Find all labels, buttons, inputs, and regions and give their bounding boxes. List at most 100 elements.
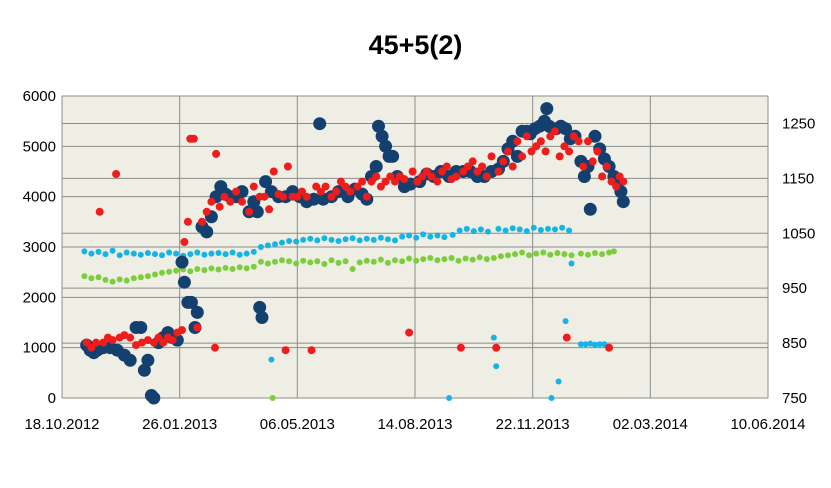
blue-point [194, 249, 201, 256]
y-left-tick-label: 0 [48, 390, 56, 407]
red-point [189, 134, 198, 143]
green-point [194, 266, 201, 272]
green-point [490, 255, 497, 261]
blue-point [582, 341, 589, 348]
red-point [99, 338, 108, 347]
blue-point [555, 378, 562, 385]
green-point [159, 269, 165, 276]
green-point [547, 251, 554, 258]
green-point [599, 251, 606, 258]
navy-point [137, 363, 151, 377]
red-point [541, 147, 550, 156]
green-point [152, 271, 158, 278]
blue-point [477, 226, 484, 233]
green-point [109, 278, 116, 285]
blue-point [384, 236, 391, 243]
navy-point [583, 202, 597, 216]
green-point [585, 251, 591, 258]
red-point [367, 177, 376, 186]
y-right-tick-label: 1250 [782, 115, 815, 132]
navy-point [184, 295, 198, 309]
red-point [376, 182, 385, 191]
blue-point [152, 251, 158, 258]
red-point [560, 142, 569, 151]
green-point [384, 259, 391, 266]
x-tick-label: 10.06.2014 [730, 416, 805, 433]
green-point [144, 273, 151, 280]
red-point [202, 207, 211, 216]
green-point [577, 250, 584, 257]
blue-point [566, 227, 573, 234]
green-point [476, 254, 483, 261]
navy-point [588, 129, 602, 143]
y-right-tick-label: 750 [782, 390, 807, 407]
blue-point [272, 241, 278, 248]
red-point [422, 167, 431, 176]
red-point [281, 346, 290, 355]
red-point [427, 172, 436, 181]
data-points [80, 102, 630, 405]
blue-point [463, 225, 470, 232]
green-point [215, 266, 222, 273]
red-point [504, 147, 512, 156]
red-point [555, 152, 564, 161]
blue-point [349, 235, 356, 242]
red-point [487, 152, 496, 161]
red-point [211, 343, 219, 352]
red-point [95, 207, 104, 216]
navy-point [253, 300, 267, 314]
red-point [87, 343, 96, 352]
blue-point [596, 341, 603, 348]
green-point [342, 258, 349, 265]
red-point [362, 192, 371, 201]
red-point [159, 338, 168, 347]
green-point [606, 249, 613, 256]
red-point [249, 182, 258, 191]
blue-point [243, 250, 250, 257]
red-point [574, 137, 583, 146]
green-point [286, 258, 293, 265]
green-point [533, 250, 540, 257]
red-point [112, 170, 121, 178]
y-right-tick-label: 1050 [782, 225, 815, 242]
red-point [238, 197, 246, 206]
red-point [418, 172, 427, 181]
green-point [243, 265, 250, 272]
y-right-tick-label: 950 [782, 280, 807, 297]
navy-point [235, 185, 249, 199]
green-point [592, 250, 598, 256]
blue-point [446, 395, 453, 401]
navy-point [250, 205, 264, 219]
red-point [438, 167, 447, 176]
green-point [406, 255, 413, 262]
red-point [492, 343, 501, 352]
red-point [456, 343, 465, 352]
blue-point [363, 235, 370, 242]
red-point [579, 162, 588, 171]
red-point [307, 346, 316, 355]
navy-point [147, 391, 161, 405]
blue-point [523, 228, 530, 235]
red-point [433, 177, 442, 186]
blue-point [495, 225, 502, 232]
y-right-tick-label: 1150 [782, 170, 814, 187]
red-point [193, 323, 202, 332]
blue-point [173, 250, 180, 257]
red-point [298, 187, 306, 196]
green-point [420, 256, 427, 263]
green-point [187, 268, 194, 275]
x-tick-label: 14.08.2013 [377, 416, 452, 433]
blue-point [137, 251, 144, 258]
red-point [226, 197, 235, 206]
green-point [201, 267, 208, 274]
red-point [358, 177, 367, 186]
blue-point [377, 234, 384, 241]
green-point [512, 251, 518, 258]
blue-point [370, 236, 377, 243]
red-point [400, 175, 409, 184]
navy-point [386, 149, 400, 163]
navy-point [577, 170, 591, 183]
red-point [198, 217, 206, 226]
navy-point [375, 129, 389, 143]
x-tick-label: 06.05.2013 [260, 416, 335, 433]
